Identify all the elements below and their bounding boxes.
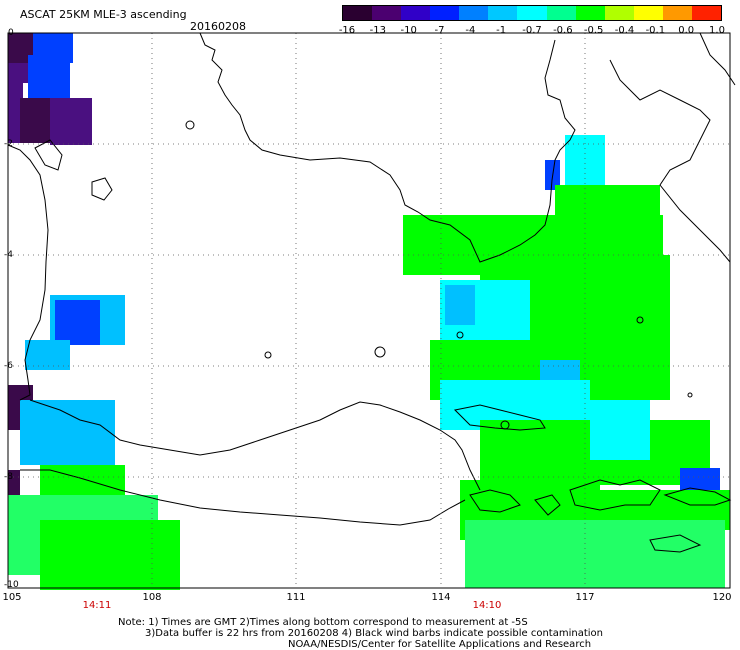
lombok-island [534,494,561,516]
x-tick-label: 120 [712,592,732,603]
x-tick-label: 105 [2,592,22,603]
colorbar-segment [459,6,489,20]
colorbar-segment [575,6,605,20]
colorbar-label: -0.4 [614,25,635,36]
wind-cell [590,400,650,460]
y-tick-label: -4 [4,250,13,260]
colorbar [342,5,722,21]
madura-island [453,404,546,431]
colorbar-segment [691,6,722,20]
note-line-3: NOAA/NESDIS/Center for Satellite Applica… [288,639,592,650]
note-line-2: 3)Data buffer is 22 hrs from 20160208 4)… [145,628,603,639]
map-frame [7,32,731,589]
wind-cell [40,520,180,590]
colorbar-label: -7 [434,25,445,36]
wind-cell [25,340,70,370]
x-tick-label: 117 [575,592,595,603]
colorbar-segment [401,6,431,20]
y-tick-label: -8 [4,472,13,482]
colorbar-label: 1.0 [709,25,725,36]
colorbar-label: -1 [496,25,507,36]
wind-cells [8,33,730,590]
colorbar-label: -4 [465,25,476,36]
colorbar-segment [546,6,576,20]
wind-cell [8,83,23,143]
borneo-east-coast [609,59,731,263]
wind-cell [20,400,115,465]
x-tick-label: 114 [431,592,451,603]
colorbar-segment [633,6,663,20]
x-tick-label: 108 [142,592,162,603]
colorbar-segment [662,6,692,20]
y-tick-label: -10 [4,580,19,590]
wind-cell [50,98,92,145]
colorbar-label: -13 [369,25,386,36]
bali-island [469,489,521,513]
map-title: ASCAT 25KM MLE-3 ascending [20,8,187,21]
bangka-island [34,139,63,171]
colorbar-label: 0.0 [678,25,695,36]
scatterometer-map [7,32,736,590]
colorbar-label: -0.7 [522,25,542,36]
borneo-coast [199,32,576,263]
x-tick-label: 111 [286,592,306,603]
colorbar-segment [343,6,373,20]
wind-cell [465,520,725,588]
colorbar-segment [430,6,460,20]
colorbar-segment [604,6,634,20]
wind-cell [8,63,28,83]
note-line-1: Note: 1) Times are GMT 2)Times along bot… [118,617,528,628]
sumatra-coast [7,144,49,401]
java-south-coast [20,469,466,526]
sumbawa-island [569,479,661,511]
sumba-island [649,534,702,553]
colorbar-segment [372,6,402,20]
map-date: 20160208 [190,20,246,33]
wind-cell [55,300,100,345]
colorbar-label: -0.5 [583,25,604,36]
colorbar-label: -0.6 [553,25,573,36]
colorbar-label: -16 [338,25,356,36]
y-tick-label: -6 [4,361,13,371]
graticule [8,33,730,588]
colorbar-label: -0.1 [645,25,666,36]
colorbar-label: -10 [400,25,417,36]
wind-cell [445,285,475,325]
y-tick-label: -2 [4,139,13,149]
swath-time-left: 14:11 [82,600,112,611]
colorbar-segment [517,6,547,20]
wind-cell [28,55,70,100]
y-tick-label: 0 [8,28,14,38]
coastlines [7,32,736,553]
java-north-coast [29,399,481,491]
wind-cell [20,98,50,143]
colorbar-segment [488,6,518,20]
swath-time-right: 14:10 [472,600,502,611]
belitung-island [91,177,113,201]
